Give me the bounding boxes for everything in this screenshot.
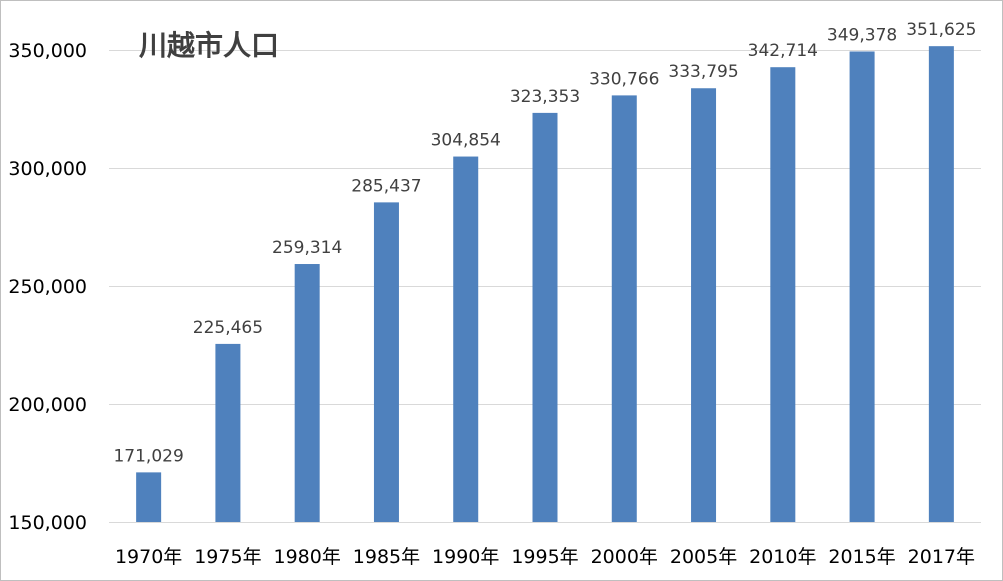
data-label: 304,854 — [431, 131, 501, 151]
bar — [849, 51, 875, 522]
x-category-label: 1990年 — [432, 546, 499, 568]
data-label: 349,378 — [827, 25, 897, 45]
y-tick-label: 350,000 — [8, 40, 87, 62]
y-tick-label: 200,000 — [8, 394, 87, 416]
bar — [215, 343, 241, 522]
bar — [928, 46, 954, 522]
bar — [453, 156, 479, 522]
bar — [691, 88, 717, 522]
data-label: 351,625 — [906, 20, 976, 40]
x-category-label: 1995年 — [511, 546, 578, 568]
chart-title: 川越市人口 — [139, 29, 279, 62]
bar — [532, 112, 558, 523]
data-labels: 171,029 225,465 259,314 285,437 304,854 323,3… — [113, 20, 976, 466]
y-tick-label: 150,000 — [8, 512, 87, 534]
data-label: 323,353 — [510, 87, 580, 107]
bar — [294, 264, 320, 522]
x-category-label: 1980年 — [274, 546, 341, 568]
y-tick-label: 300,000 — [8, 158, 87, 180]
x-category-label: 1970年 — [115, 546, 182, 568]
bar — [770, 67, 796, 523]
bar — [373, 202, 399, 522]
x-category-label: 2017年 — [908, 546, 975, 568]
data-label: 225,465 — [193, 318, 263, 338]
bar — [611, 95, 637, 522]
data-label: 330,766 — [589, 69, 659, 89]
bars — [136, 46, 954, 523]
data-label: 285,437 — [351, 176, 421, 196]
x-category-label: 2000年 — [591, 546, 658, 568]
x-axis-categories: 1970年 1975年 1980年 1985年 1990年 1995年 2000年 2005年… — [115, 546, 975, 568]
x-category-label: 1975年 — [194, 546, 261, 568]
data-label: 259,314 — [272, 238, 342, 258]
data-label: 333,795 — [668, 62, 738, 82]
bar — [136, 472, 162, 522]
x-category-label: 1985年 — [353, 546, 420, 568]
data-label: 171,029 — [113, 446, 183, 466]
y-axis-ticks: 150,000 200,000 250,000 300,000 350,000 — [8, 40, 87, 534]
y-tick-label: 250,000 — [8, 276, 87, 298]
x-category-label: 2015年 — [828, 546, 895, 568]
data-label: 342,714 — [748, 41, 818, 61]
x-category-label: 2005年 — [670, 546, 737, 568]
x-category-label: 2010年 — [749, 546, 816, 568]
